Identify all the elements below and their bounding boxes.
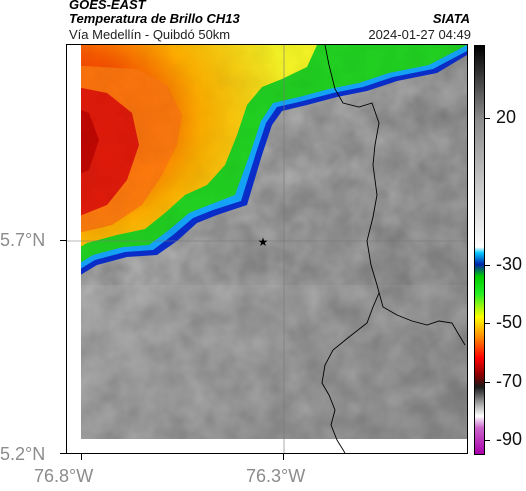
- colorbar-tick-label: -50: [496, 312, 523, 333]
- brightness-temperature-field: ★: [67, 45, 467, 453]
- colorbar-tick: [485, 118, 490, 120]
- department-border: [324, 45, 466, 346]
- lat-label-5-7: 5.7°N: [0, 230, 46, 250]
- lon-label-76-3: 76.3°W: [246, 466, 306, 486]
- lon-label-76-8: 76.8°W: [34, 466, 94, 486]
- colorbar-tick-label: -30: [496, 253, 523, 274]
- star-icon: ★: [258, 235, 269, 249]
- agency-name: SIATA: [432, 11, 470, 26]
- colorbar-tick-label: -70: [496, 370, 523, 391]
- lon-tick: [81, 454, 82, 460]
- colorbar-tick: [485, 381, 490, 383]
- satellite-map[interactable]: ★: [66, 44, 468, 454]
- nodata-bottom: [67, 439, 467, 453]
- product-title: Temperatura de Brillo CH13: [69, 11, 240, 26]
- temperature-colorbar: [474, 45, 485, 455]
- colorbar-tick-label: 20: [496, 107, 517, 128]
- route-subtitle: Vía Medellín - Quibdó 50km: [69, 27, 231, 42]
- lat-tick: [60, 453, 66, 454]
- lon-tick: [283, 454, 284, 460]
- timestamp: 2024-01-27 04:49: [368, 27, 471, 42]
- colorbar-tick: [485, 440, 490, 442]
- lat-label-5-2: 5.2°N: [0, 444, 46, 464]
- colorbar-tick: [485, 264, 490, 266]
- colorbar-tick-label: -90: [496, 429, 523, 450]
- colorbar-tick: [485, 323, 490, 325]
- satellite-name: GOES-EAST: [69, 0, 146, 12]
- lat-tick: [60, 240, 66, 241]
- department-border-south: [321, 292, 380, 453]
